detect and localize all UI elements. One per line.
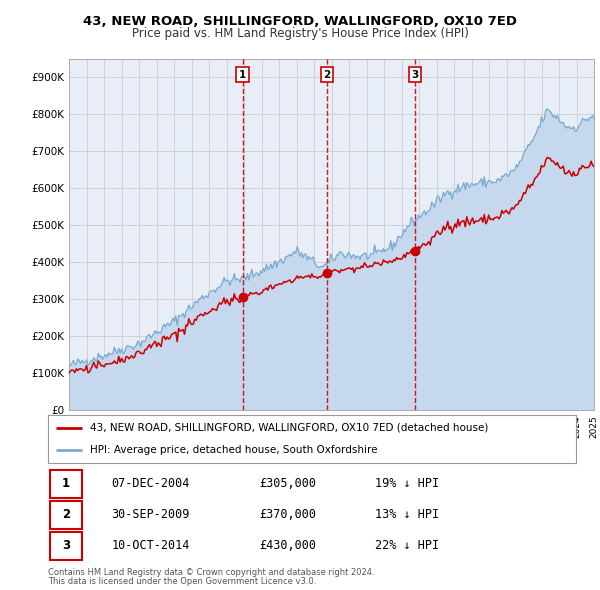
Text: £430,000: £430,000 xyxy=(259,539,316,552)
Text: HPI: Average price, detached house, South Oxfordshire: HPI: Average price, detached house, Sout… xyxy=(90,445,378,455)
Text: 3: 3 xyxy=(62,539,70,552)
Text: £305,000: £305,000 xyxy=(259,477,316,490)
Text: 2: 2 xyxy=(62,508,70,522)
Text: 13% ↓ HPI: 13% ↓ HPI xyxy=(376,508,439,522)
Text: 07-DEC-2004: 07-DEC-2004 xyxy=(112,477,190,490)
Text: 30-SEP-2009: 30-SEP-2009 xyxy=(112,508,190,522)
Text: 1: 1 xyxy=(62,477,70,490)
Text: 22% ↓ HPI: 22% ↓ HPI xyxy=(376,539,439,552)
FancyBboxPatch shape xyxy=(50,532,82,560)
Text: 43, NEW ROAD, SHILLINGFORD, WALLINGFORD, OX10 7ED (detached house): 43, NEW ROAD, SHILLINGFORD, WALLINGFORD,… xyxy=(90,423,488,433)
Text: 3: 3 xyxy=(412,70,419,80)
FancyBboxPatch shape xyxy=(50,470,82,498)
Text: This data is licensed under the Open Government Licence v3.0.: This data is licensed under the Open Gov… xyxy=(48,577,316,586)
Text: Price paid vs. HM Land Registry's House Price Index (HPI): Price paid vs. HM Land Registry's House … xyxy=(131,27,469,40)
Text: 19% ↓ HPI: 19% ↓ HPI xyxy=(376,477,439,490)
Text: 10-OCT-2014: 10-OCT-2014 xyxy=(112,539,190,552)
Text: Contains HM Land Registry data © Crown copyright and database right 2024.: Contains HM Land Registry data © Crown c… xyxy=(48,568,374,576)
Text: 1: 1 xyxy=(239,70,246,80)
Text: 43, NEW ROAD, SHILLINGFORD, WALLINGFORD, OX10 7ED: 43, NEW ROAD, SHILLINGFORD, WALLINGFORD,… xyxy=(83,15,517,28)
FancyBboxPatch shape xyxy=(50,501,82,529)
Text: £370,000: £370,000 xyxy=(259,508,316,522)
Text: 2: 2 xyxy=(323,70,331,80)
